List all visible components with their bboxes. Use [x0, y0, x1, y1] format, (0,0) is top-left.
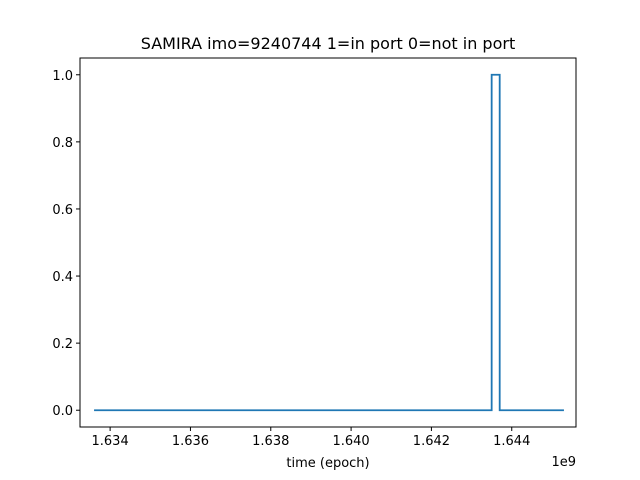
x-tick-label: 1.634 [92, 434, 129, 449]
y-axis: 0.0 0.2 0.4 0.6 0.8 1.0 [52, 69, 80, 419]
series-line [94, 73, 564, 412]
y-tick-label: 0.4 [52, 270, 73, 285]
x-axis-offset-label: 1e9 [551, 455, 576, 470]
chart-title: SAMIRA imo=9240744 1=in port 0=not in po… [141, 34, 515, 53]
x-tick-label: 1.640 [332, 434, 369, 449]
x-tick-label: 1.636 [172, 434, 209, 449]
y-tick-label: 0.2 [52, 337, 73, 352]
y-tick-label: 0.8 [52, 136, 73, 151]
x-tick-label: 1.644 [493, 434, 530, 449]
y-tick-label: 0.0 [52, 404, 73, 419]
x-tick-label: 1.642 [413, 434, 450, 449]
x-axis-label: time (epoch) [286, 456, 369, 471]
plot-area [94, 73, 564, 412]
axes-frame [79, 57, 577, 428]
y-tick-label: 0.6 [52, 203, 73, 218]
x-tick-label: 1.638 [252, 434, 289, 449]
x-axis: 1.634 1.636 1.638 1.640 1.642 1.644 [92, 427, 530, 449]
y-tick-label: 1.0 [52, 69, 73, 84]
